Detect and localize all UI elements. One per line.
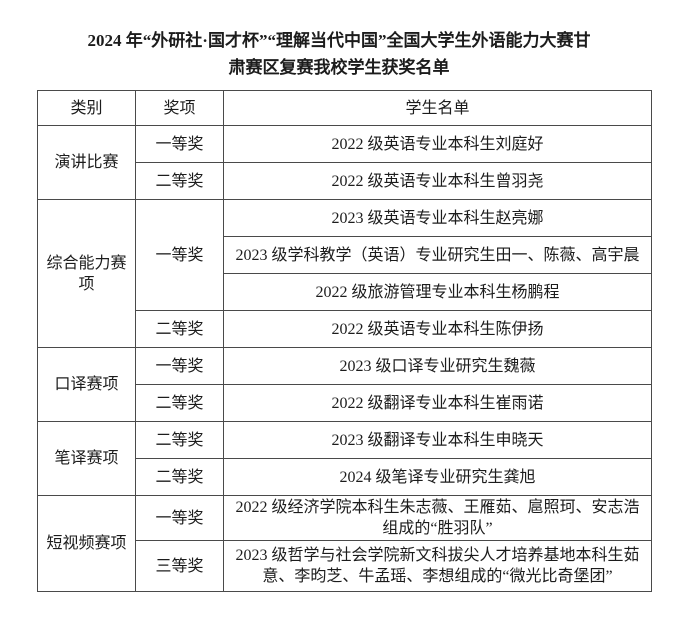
student-cell: 2022 级英语专业本科生曾羽尧 bbox=[223, 162, 652, 200]
category-cell: 综合能力赛项 bbox=[37, 199, 136, 348]
student-cell: 2023 级学科教学（英语）专业研究生田一、陈薇、高宇晨 bbox=[223, 236, 652, 274]
table-row: 短视频赛项 一等奖 2022 级经济学院本科生朱志薇、王雁茹、扈照珂、安志浩组成… bbox=[37, 495, 652, 592]
student-cell: 2023 级翻译专业本科生申晓天 bbox=[223, 421, 652, 459]
document-title-line-1: 2024 年“外研社·国才杯”“理解当代中国”全国大学生外语能力大赛甘 bbox=[87, 31, 591, 50]
category-cell: 演讲比赛 bbox=[37, 125, 136, 200]
award-cell: 二等奖 bbox=[135, 310, 224, 348]
category-cell: 笔译赛项 bbox=[37, 421, 136, 496]
table-row: 综合能力赛项 一等奖 2023 级英语专业本科生赵亮娜 bbox=[37, 199, 652, 348]
student-cell: 2023 级英语专业本科生赵亮娜 bbox=[223, 199, 652, 237]
award-cell: 一等奖 bbox=[135, 199, 224, 311]
student-cell: 2022 级旅游管理专业本科生杨鹏程 bbox=[223, 273, 652, 311]
category-cell: 短视频赛项 bbox=[37, 495, 136, 592]
student-cell: 2022 级英语专业本科生陈伊扬 bbox=[223, 310, 652, 348]
table-row: 三等奖 2023 级哲学与社会学院新文科拔尖人才培养基地本科生茹意、李昀芝、牛孟… bbox=[38, 540, 652, 592]
table-row: 二等奖 2022 级英语专业本科生陈伊扬 bbox=[38, 310, 652, 348]
document-title-line-2: 肃赛区复赛我校学生获奖名单 bbox=[228, 58, 450, 77]
award-cell: 二等奖 bbox=[135, 421, 224, 459]
table-row: 2022 级旅游管理专业本科生杨鹏程 bbox=[38, 273, 652, 311]
student-cell: 2023 级哲学与社会学院新文科拔尖人才培养基地本科生茹意、李昀芝、牛孟瑶、李想… bbox=[223, 540, 652, 592]
award-cell: 一等奖 bbox=[135, 125, 224, 163]
header-cell-category: 类别 bbox=[37, 90, 136, 126]
student-cell: 2022 级翻译专业本科生崔雨诺 bbox=[223, 384, 652, 422]
awards-table: 类别 奖项 学生名单 演讲比赛 一等奖 2022 级英语专业本科生刘庭好 二等奖… bbox=[37, 90, 652, 592]
award-cell: 二等奖 bbox=[135, 384, 224, 422]
award-cell: 二等奖 bbox=[135, 162, 224, 200]
table-header-row: 类别 奖项 学生名单 bbox=[37, 90, 652, 126]
award-cell: 二等奖 bbox=[135, 458, 224, 496]
header-cell-students: 学生名单 bbox=[223, 90, 652, 126]
category-cell: 口译赛项 bbox=[37, 347, 136, 422]
table-row: 二等奖 2022 级英语专业本科生曾羽尧 bbox=[38, 162, 652, 200]
award-cell: 一等奖 bbox=[135, 347, 224, 385]
award-cell: 三等奖 bbox=[135, 540, 224, 592]
table-row: 二等奖 2022 级翻译专业本科生崔雨诺 bbox=[38, 384, 652, 422]
document-title: 2024 年“外研社·国才杯”“理解当代中国”全国大学生外语能力大赛甘 肃赛区复… bbox=[33, 27, 645, 81]
award-cell: 一等奖 bbox=[135, 495, 224, 541]
table-row: 口译赛项 一等奖 2023 级口译专业研究生魏薇 bbox=[37, 347, 652, 422]
student-cell: 2024 级笔译专业研究生龚旭 bbox=[223, 458, 652, 496]
student-cell: 2022 级英语专业本科生刘庭好 bbox=[223, 125, 652, 163]
table-row: 二等奖 2024 级笔译专业研究生龚旭 bbox=[38, 458, 652, 496]
student-cell: 2023 级口译专业研究生魏薇 bbox=[223, 347, 652, 385]
header-cell-award: 奖项 bbox=[135, 90, 224, 126]
table-row: 演讲比赛 一等奖 2022 级英语专业本科生刘庭好 bbox=[37, 125, 652, 200]
student-cell: 2022 级经济学院本科生朱志薇、王雁茹、扈照珂、安志浩组成的“胜羽队” bbox=[223, 495, 652, 541]
document: 2024 年“外研社·国才杯”“理解当代中国”全国大学生外语能力大赛甘 肃赛区复… bbox=[33, 27, 652, 592]
table-row: 笔译赛项 二等奖 2023 级翻译专业本科生申晓天 bbox=[37, 421, 652, 496]
